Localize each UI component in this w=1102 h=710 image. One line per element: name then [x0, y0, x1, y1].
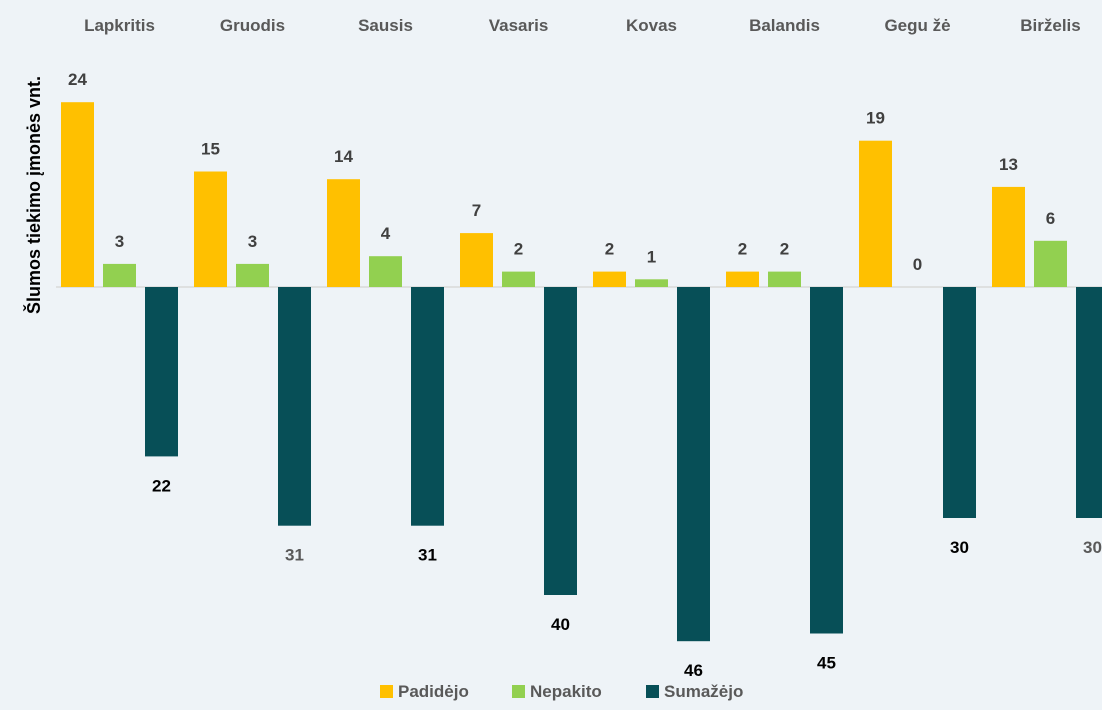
legend-label-nepakito: Nepakito: [530, 682, 602, 701]
data-label-nepakito-vasaris: 2: [514, 240, 523, 259]
data-label-padidejo-balandis: 2: [738, 240, 747, 259]
bar-padidejo-lapkritis: [61, 102, 94, 287]
data-label-sumazejo-gegu-ze: 30: [950, 538, 969, 557]
bar-padidejo-kovas: [593, 271, 626, 287]
data-label-padidejo-lapkritis: 24: [68, 70, 87, 89]
data-label-padidejo-vasaris: 7: [472, 201, 481, 220]
category-label-vasaris: Vasaris: [489, 16, 549, 35]
data-label-sumazejo-balandis: 45: [817, 654, 836, 673]
legend-item-sumazejo: Sumažėjo: [646, 682, 743, 701]
category-label-birzelis: Birželis: [1020, 16, 1080, 35]
bar-sumazejo-vasaris: [544, 287, 577, 595]
category-label-gegu-ze: Gegu žė: [884, 16, 950, 35]
data-label-padidejo-sausis: 14: [334, 147, 353, 166]
legend-swatch-sumazejo: [646, 685, 659, 698]
data-label-padidejo-gegu-ze: 19: [866, 109, 885, 128]
data-label-nepakito-gegu-ze: 0: [913, 255, 922, 274]
data-label-sumazejo-lapkritis: 22: [152, 476, 171, 495]
category-label-gruodis: Gruodis: [220, 16, 285, 35]
legend-swatch-nepakito: [512, 685, 525, 698]
data-label-nepakito-sausis: 4: [381, 224, 391, 243]
y-axis-title: Šlumos tiekimo įmonės vnt.: [23, 76, 44, 314]
bar-nepakito-gruodis: [236, 263, 269, 287]
bar-sumazejo-kovas: [677, 287, 710, 642]
data-label-sumazejo-birzelis: 30: [1083, 538, 1102, 557]
data-label-padidejo-kovas: 2: [605, 240, 614, 259]
legend: Padidėjo Nepakito Sumažėjo: [380, 682, 743, 701]
category-label-balandis: Balandis: [749, 16, 820, 35]
data-label-sumazejo-vasaris: 40: [551, 615, 570, 634]
bar-sumazejo-gruodis: [278, 287, 311, 526]
data-label-nepakito-balandis: 2: [780, 240, 789, 259]
category-label-kovas: Kovas: [626, 16, 677, 35]
bar-nepakito-lapkritis: [103, 263, 136, 287]
bar-padidejo-gegu-ze: [859, 140, 892, 287]
bar-sumazejo-gegu-ze: [943, 287, 976, 518]
bar-nepakito-kovas: [635, 279, 668, 287]
legend-swatch-padidejo: [380, 685, 393, 698]
bar-sumazejo-lapkritis: [145, 287, 178, 457]
data-label-nepakito-birzelis: 6: [1046, 209, 1055, 228]
bar-padidejo-vasaris: [460, 233, 493, 287]
bar-nepakito-birzelis: [1034, 240, 1067, 287]
category-label-sausis: Sausis: [358, 16, 413, 35]
bar-sumazejo-sausis: [411, 287, 444, 526]
bar-padidejo-balandis: [726, 271, 759, 287]
data-label-sumazejo-sausis: 31: [418, 546, 437, 565]
category-labels-layer: Lapkritis Gruodis Sausis Vasaris Kovas Baland…: [84, 16, 1081, 35]
bar-padidejo-sausis: [327, 179, 360, 287]
legend-label-sumazejo: Sumažėjo: [664, 682, 743, 701]
data-label-sumazejo-kovas: 46: [684, 661, 703, 680]
bar-padidejo-gruodis: [194, 171, 227, 287]
bar-nepakito-sausis: [369, 256, 402, 287]
data-label-padidejo-gruodis: 15: [201, 140, 220, 159]
bar-nepakito-balandis: [768, 271, 801, 287]
bar-padidejo-birzelis: [992, 186, 1025, 287]
bar-sumazejo-birzelis: [1076, 287, 1102, 518]
category-label-lapkritis: Lapkritis: [84, 16, 155, 35]
data-label-nepakito-kovas: 1: [647, 247, 656, 266]
bars-layer: [61, 102, 1102, 642]
legend-label-padidejo: Padidėjo: [398, 682, 469, 701]
legend-item-nepakito: Nepakito: [512, 682, 602, 701]
data-label-padidejo-birzelis: 13: [999, 155, 1018, 174]
bar-nepakito-vasaris: [502, 271, 535, 287]
data-label-sumazejo-gruodis: 31: [285, 546, 304, 565]
bar-sumazejo-balandis: [810, 287, 843, 634]
legend-item-padidejo: Padidėjo: [380, 682, 469, 701]
data-label-nepakito-gruodis: 3: [248, 232, 257, 251]
data-label-nepakito-lapkritis: 3: [115, 232, 124, 251]
